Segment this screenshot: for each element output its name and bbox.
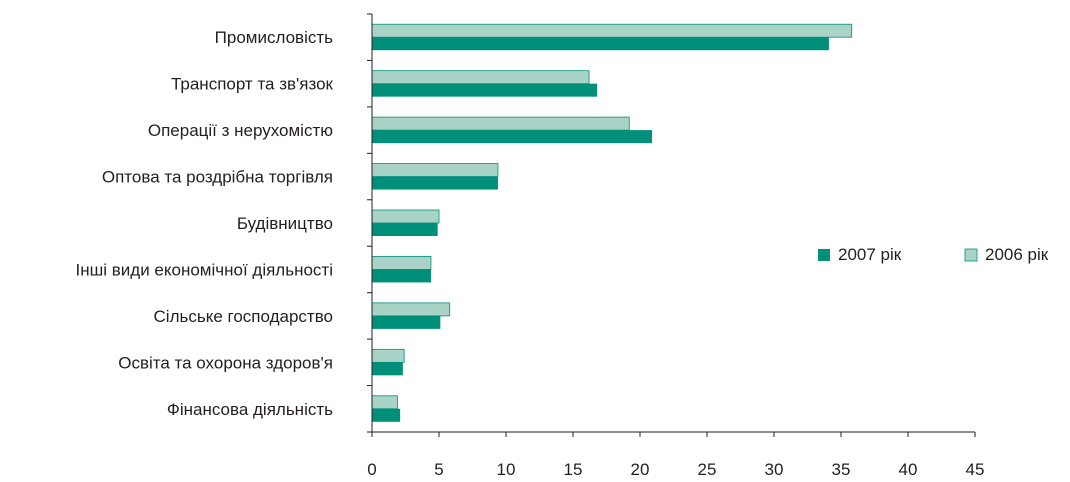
x-tick-label: 45	[966, 460, 985, 479]
x-tick-label: 40	[899, 460, 918, 479]
category-labels: Промисловість Транспорт та зв'язок Операці…	[76, 28, 334, 419]
x-tick-label: 30	[765, 460, 784, 479]
bars-layer	[371, 23, 853, 422]
category-label: Промисловість	[215, 28, 333, 47]
category-label: Фінансова діяльність	[167, 400, 333, 419]
bar-2007-5	[372, 269, 431, 283]
bar-2006-3	[371, 163, 499, 177]
legend: 2007 рік 2006 рік	[818, 245, 1049, 264]
bar-2006-0	[371, 23, 853, 38]
x-tick-label: 25	[698, 460, 717, 479]
x-tick-label: 5	[434, 460, 443, 479]
bar-2006-6	[371, 302, 451, 317]
bar-2006-2	[371, 116, 630, 131]
bar-2006-4	[371, 209, 440, 224]
bar-2007-0	[372, 37, 829, 51]
category-label: Будівництво	[237, 214, 333, 233]
bar-2007-1	[372, 83, 598, 97]
bar-2006-8	[371, 395, 398, 410]
bar-2007-8	[372, 408, 401, 422]
x-tick-label: 35	[832, 460, 851, 479]
bar-2007-3	[372, 176, 498, 190]
legend-label-2007: 2007 рік	[838, 245, 902, 264]
x-tick-label: 15	[564, 460, 583, 479]
category-label: Транспорт та зв'язок	[171, 75, 334, 94]
category-label: Операції з нерухомістю	[148, 121, 333, 140]
legend-swatch-2006	[964, 248, 978, 262]
legend-label-2006: 2006 рік	[985, 245, 1049, 264]
x-tick-label: 0	[367, 460, 376, 479]
category-label: Інші види економічної діяльності	[76, 260, 334, 279]
bar-2007-4	[372, 223, 438, 236]
bar-2007-6	[372, 315, 441, 329]
category-label: Сільське господарство	[154, 307, 333, 326]
x-tick-label: 20	[631, 460, 650, 479]
axes	[367, 13, 976, 437]
legend-swatch-2007	[818, 249, 830, 261]
tick-labels: 0 5 10 15 20 25 30 35 40 45	[367, 460, 984, 479]
bar-2007-2	[372, 130, 653, 144]
bar-2006-5	[371, 256, 432, 270]
bar-2006-1	[371, 70, 590, 85]
category-label: Оптова та роздрібна торгівля	[102, 168, 333, 187]
bar-2007-7	[372, 362, 403, 376]
x-tick-label: 10	[497, 460, 516, 479]
category-label: Освіта та охорона здоров'я	[118, 353, 333, 372]
bar-2006-7	[371, 348, 405, 363]
